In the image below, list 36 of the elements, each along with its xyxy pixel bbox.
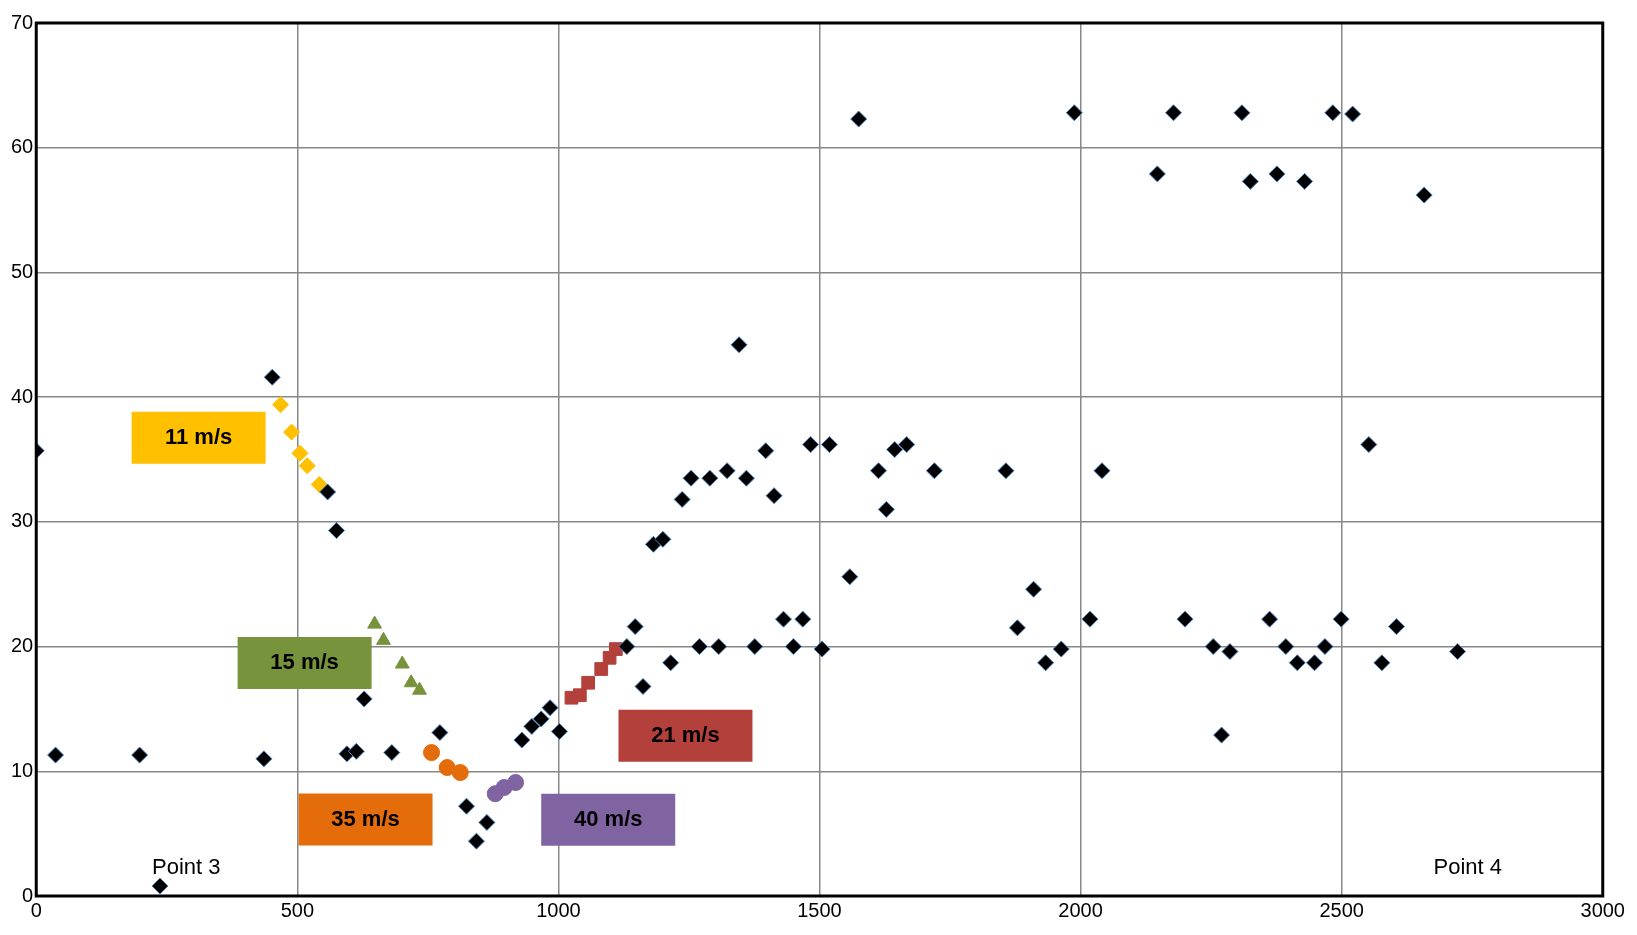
point bbox=[423, 744, 441, 762]
y-tick-label: 20 bbox=[11, 634, 34, 657]
annotation: Point 4 bbox=[1433, 854, 1502, 880]
point bbox=[272, 396, 290, 414]
series-label: 15 m/s bbox=[270, 649, 339, 675]
y-tick-label: 60 bbox=[11, 135, 34, 158]
point bbox=[291, 444, 309, 462]
y-tick-label: 50 bbox=[11, 259, 34, 282]
point bbox=[608, 642, 623, 656]
text: 11 m/s bbox=[164, 423, 233, 449]
x-tick-label: 1000 bbox=[536, 898, 581, 921]
x-tick-label: 2500 bbox=[1319, 898, 1364, 921]
point bbox=[594, 662, 609, 676]
x-tick-label: 3000 bbox=[1580, 898, 1625, 921]
point bbox=[298, 457, 316, 475]
y-tick-label: 10 bbox=[11, 758, 34, 781]
x-tick-label: 1500 bbox=[797, 898, 842, 921]
point bbox=[507, 774, 525, 792]
point bbox=[403, 674, 419, 688]
point bbox=[310, 475, 328, 493]
point bbox=[367, 615, 383, 629]
y-tick-label: 40 bbox=[11, 384, 34, 407]
point bbox=[572, 688, 587, 703]
annotation: Point 3 bbox=[152, 854, 221, 880]
x-tick-label: 500 bbox=[280, 898, 315, 921]
point bbox=[581, 675, 596, 690]
point bbox=[283, 423, 301, 441]
point bbox=[438, 759, 456, 777]
text: 21 m/s bbox=[651, 721, 720, 747]
y-tick-label: 70 bbox=[11, 10, 34, 33]
point bbox=[394, 655, 410, 669]
y-tick-label: 30 bbox=[11, 509, 34, 532]
text: 40 m/s bbox=[573, 805, 643, 831]
x-tick-label: 2000 bbox=[1058, 898, 1103, 921]
text: 35 m/s bbox=[331, 805, 400, 831]
point bbox=[451, 764, 469, 782]
